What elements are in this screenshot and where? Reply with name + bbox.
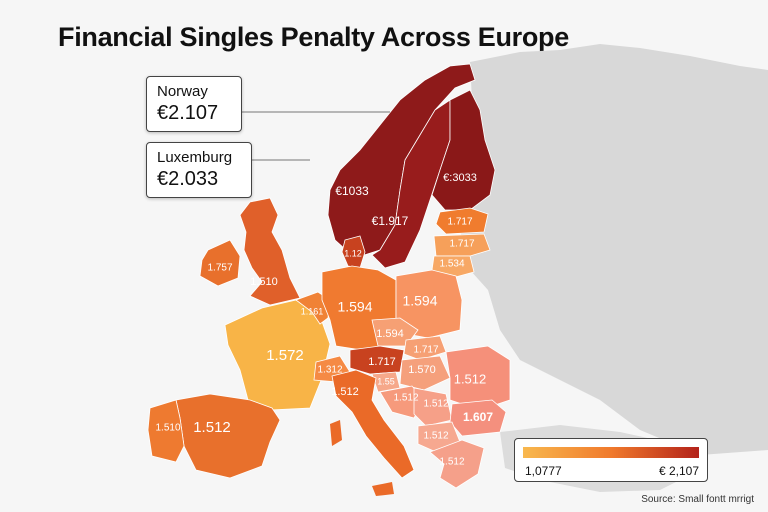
callout-norway-value: €2.107	[157, 102, 219, 124]
label-france: 1.572	[266, 347, 304, 364]
region-finland	[431, 89, 496, 211]
callout-norway: Norway €2.107	[146, 76, 242, 132]
color-legend: 1,0777 € 2,107	[514, 438, 708, 482]
label-finland: €:3033	[443, 172, 477, 184]
label-spain: 1.512	[193, 419, 231, 436]
region-benelux	[295, 291, 331, 325]
island-sardinia	[330, 420, 342, 446]
eastern-landmass	[460, 44, 768, 455]
label-estonia: 1.717	[447, 217, 472, 228]
label-slovakia: 1.717	[413, 345, 438, 356]
label-switzerland: 1.312	[317, 365, 342, 376]
legend-max-label: € 2,107	[658, 464, 699, 478]
region-italy	[331, 369, 415, 479]
label-greece: 1.512	[439, 457, 464, 468]
region-sweden	[371, 99, 451, 269]
region-serbia	[413, 387, 453, 427]
label-uk: 1.510	[250, 276, 278, 288]
region-spain	[175, 393, 281, 479]
map-title: Financial Singles Penalty Across Europe	[58, 22, 569, 52]
label-latvia: 1.717	[449, 239, 474, 250]
label-hungary: 1.570	[408, 364, 436, 376]
legend-gradient-bar	[523, 447, 699, 458]
label-austria: 1.717	[368, 356, 396, 368]
region-austria	[349, 345, 405, 375]
label-ireland: 1.757	[207, 263, 232, 274]
label-poland: 1.594	[402, 293, 437, 309]
region-ireland	[199, 239, 241, 287]
label-serbia: 1.512	[423, 399, 448, 410]
label-romania: 1.512	[454, 371, 487, 386]
region-uk	[239, 197, 301, 306]
region-czechia	[371, 317, 419, 347]
label-norway: €1033	[335, 184, 369, 198]
label-italy: 1.512	[331, 386, 359, 398]
label-sweden: €1.917	[372, 214, 409, 228]
callout-luxemburg-value: €2.033	[157, 168, 219, 190]
label-slovenia: 1.55	[377, 376, 395, 386]
region-greece	[429, 439, 485, 489]
region-poland	[395, 269, 463, 339]
label-czechia: 1.594	[376, 328, 404, 340]
region-estonia	[435, 207, 489, 235]
callout-norway-name: Norway	[157, 83, 208, 100]
region-portugal	[147, 399, 185, 463]
source-note: Source: Small fontt mrrigt	[641, 494, 754, 505]
label-germany: 1.594	[337, 299, 372, 315]
label-croatia: 1.512	[393, 393, 418, 404]
label-benelux: 1.161	[301, 306, 324, 316]
island-sicily	[372, 482, 394, 496]
label-portugal: 1.510	[155, 423, 180, 434]
callout-luxemburg: Luxemburg €2.033	[146, 142, 252, 198]
callout-luxemburg-name: Luxemburg	[157, 149, 233, 166]
label-denmark: 1.12	[344, 248, 362, 258]
legend-min-label: 1,0777	[525, 464, 562, 478]
region-latvia	[433, 233, 491, 257]
region-france	[224, 299, 331, 411]
label-lithuania: 1.534	[439, 259, 464, 270]
label-bulgaria: 1.607	[463, 410, 493, 424]
region-hungary	[399, 355, 451, 391]
region-slovakia	[403, 335, 447, 361]
label-balkans: 1.512	[423, 431, 448, 442]
